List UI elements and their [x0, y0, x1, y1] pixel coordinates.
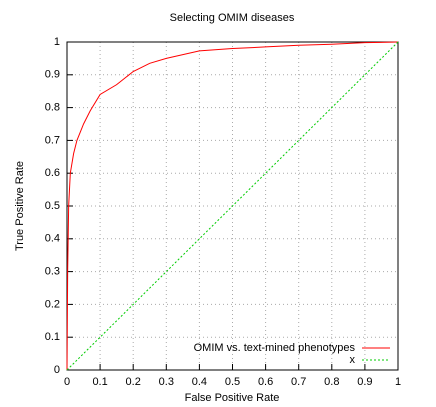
x-tick-label: 0.1	[92, 376, 107, 388]
y-tick-label: 0.7	[45, 134, 60, 146]
y-tick-label: 0.4	[45, 233, 60, 245]
y-tick-label: 0.3	[45, 266, 60, 278]
x-tick-label: 0.7	[291, 376, 306, 388]
y-tick-label: 0	[54, 364, 60, 376]
x-tick-label: 0.5	[225, 376, 240, 388]
y-tick-label: 0.5	[45, 200, 60, 212]
x-tick-label: 0.4	[192, 376, 207, 388]
x-tick-label: 0.8	[324, 376, 339, 388]
series-line	[66, 41, 399, 371]
x-tick-label: 0	[64, 376, 70, 388]
y-tick-label: 0.1	[45, 331, 60, 343]
x-tick-label: 0.9	[357, 376, 372, 388]
y-axis-label: True Positive Rate	[14, 161, 26, 251]
y-tick-label: 0.8	[45, 102, 60, 114]
x-tick-label: 0.6	[258, 376, 273, 388]
y-tick-label: 0.2	[45, 298, 60, 310]
x-tick-label: 0.3	[159, 376, 174, 388]
y-tick-label: 0.9	[45, 69, 60, 81]
series-line	[66, 41, 399, 371]
chart-title: Selecting OMIM diseases	[170, 12, 295, 24]
legend-label: OMIM vs. text-mined phenotypes	[194, 342, 356, 354]
x-axis-label: False Positive Rate	[185, 392, 280, 404]
legend-label: x	[350, 354, 356, 366]
x-tick-label: 1	[395, 376, 401, 388]
plot-frame	[66, 41, 399, 371]
y-tick-label: 0.6	[45, 167, 60, 179]
x-tick-label: 0.2	[126, 376, 141, 388]
y-tick-label: 1	[54, 36, 60, 48]
